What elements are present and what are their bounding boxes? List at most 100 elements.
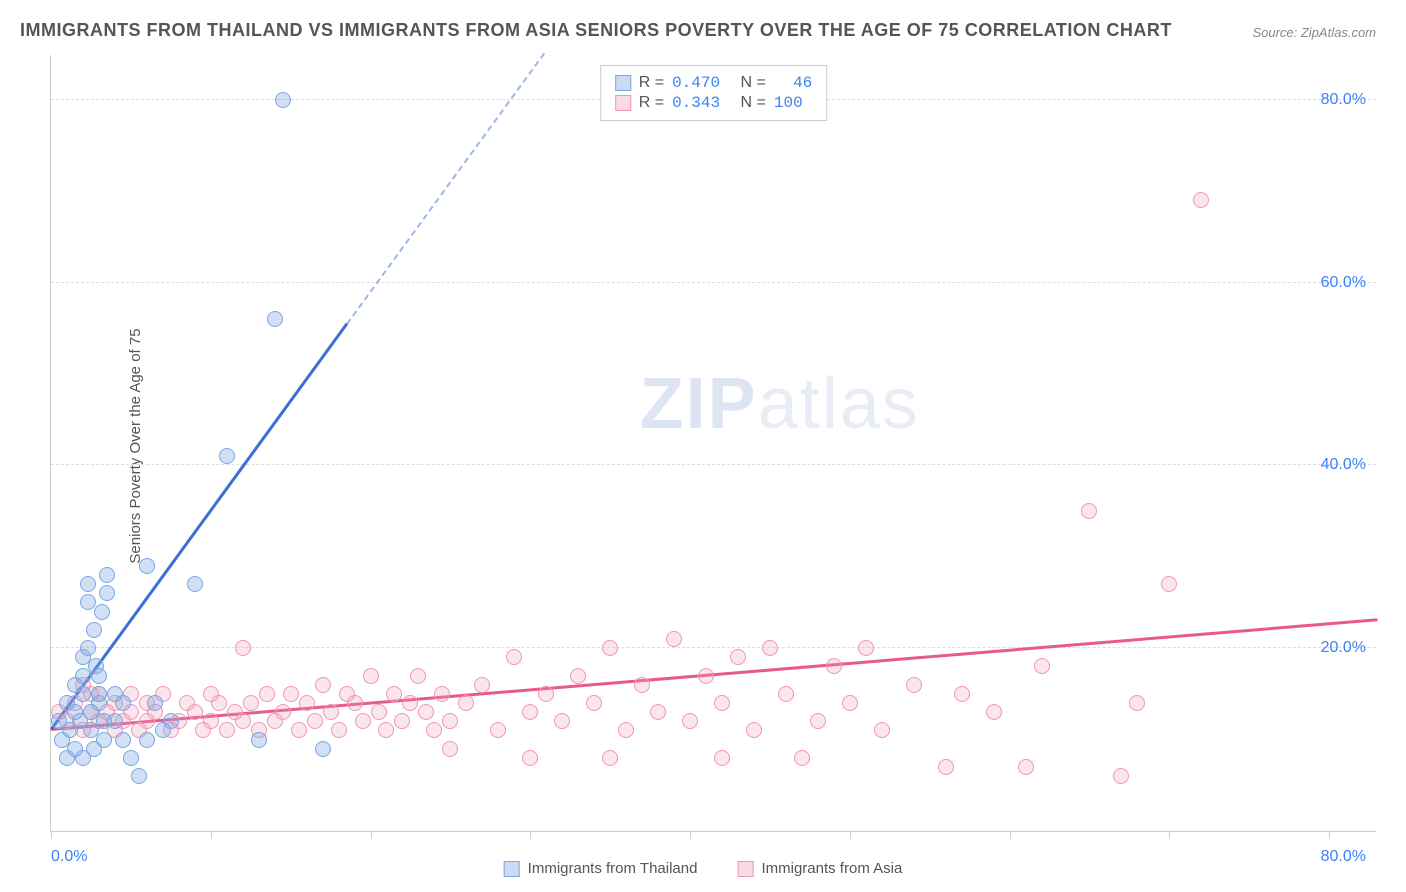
scatter-point	[187, 704, 203, 720]
scatter-point	[251, 732, 267, 748]
scatter-point	[347, 695, 363, 711]
scatter-point	[139, 558, 155, 574]
grid-line	[51, 464, 1376, 465]
scatter-point	[938, 759, 954, 775]
n-value-thailand: 46	[774, 74, 812, 92]
r-label: R =	[639, 74, 664, 92]
y-tick-label: 20.0%	[1321, 639, 1366, 657]
scatter-point	[746, 722, 762, 738]
scatter-point	[570, 668, 586, 684]
scatter-point	[906, 677, 922, 693]
scatter-point	[331, 722, 347, 738]
scatter-point	[586, 695, 602, 711]
scatter-point	[682, 713, 698, 729]
scatter-point	[80, 576, 96, 592]
scatter-point	[1034, 658, 1050, 674]
scatter-point	[442, 741, 458, 757]
n-value-asia: 100	[774, 94, 803, 112]
x-tick	[51, 831, 52, 839]
scatter-point	[762, 640, 778, 656]
swatch-blue-icon	[615, 75, 631, 91]
scatter-point	[506, 649, 522, 665]
scatter-point	[698, 668, 714, 684]
x-tick	[1169, 831, 1170, 839]
stats-row-thailand: R = 0.470 N = 46	[615, 74, 813, 92]
scatter-point	[858, 640, 874, 656]
scatter-point	[618, 722, 634, 738]
scatter-point	[275, 704, 291, 720]
scatter-point	[123, 750, 139, 766]
scatter-point	[91, 695, 107, 711]
scatter-point	[986, 704, 1002, 720]
legend-label-thailand: Immigrants from Thailand	[528, 860, 698, 877]
scatter-point	[75, 750, 91, 766]
scatter-point	[730, 649, 746, 665]
scatter-point	[602, 640, 618, 656]
scatter-point	[842, 695, 858, 711]
r-label: R =	[639, 94, 664, 112]
scatter-point	[714, 750, 730, 766]
scatter-point	[299, 695, 315, 711]
r-value-asia: 0.343	[672, 94, 720, 112]
y-tick-label: 60.0%	[1321, 274, 1366, 292]
scatter-point	[1193, 192, 1209, 208]
swatch-blue-icon	[504, 861, 520, 877]
r-value-thailand: 0.470	[672, 74, 720, 92]
scatter-point	[386, 686, 402, 702]
chart-title: IMMIGRANTS FROM THAILAND VS IMMIGRANTS F…	[20, 20, 1172, 41]
x-tick	[1010, 831, 1011, 839]
scatter-point	[203, 713, 219, 729]
scatter-point	[810, 713, 826, 729]
scatter-point	[355, 713, 371, 729]
scatter-point	[1129, 695, 1145, 711]
scatter-point	[99, 585, 115, 601]
scatter-point	[219, 722, 235, 738]
y-tick-label: 80.0%	[1321, 91, 1366, 109]
scatter-point	[434, 686, 450, 702]
trend-line	[346, 52, 545, 324]
scatter-point	[80, 594, 96, 610]
legend-item-asia: Immigrants from Asia	[737, 860, 902, 877]
legend-label-asia: Immigrants from Asia	[761, 860, 902, 877]
scatter-point	[131, 768, 147, 784]
legend-item-thailand: Immigrants from Thailand	[504, 860, 698, 877]
scatter-point	[107, 713, 123, 729]
scatter-point	[1018, 759, 1034, 775]
scatter-point	[650, 704, 666, 720]
x-tick	[1329, 831, 1330, 839]
scatter-point	[315, 741, 331, 757]
n-label: N =	[741, 94, 766, 112]
scatter-point	[522, 704, 538, 720]
scatter-point	[187, 576, 203, 592]
scatter-point	[219, 448, 235, 464]
scatter-point	[371, 704, 387, 720]
scatter-point	[442, 713, 458, 729]
scatter-point	[714, 695, 730, 711]
n-label: N =	[741, 74, 766, 92]
scatter-point	[115, 695, 131, 711]
scatter-point	[418, 704, 434, 720]
scatter-point	[307, 713, 323, 729]
scatter-point	[394, 713, 410, 729]
scatter-point	[954, 686, 970, 702]
correlation-stats-box: R = 0.470 N = 46 R = 0.343 N = 100	[600, 65, 828, 121]
scatter-point	[363, 668, 379, 684]
scatter-point	[634, 677, 650, 693]
scatter-point	[794, 750, 810, 766]
scatter-point	[323, 704, 339, 720]
scatter-point	[1161, 576, 1177, 592]
grid-line	[51, 282, 1376, 283]
scatter-point	[243, 695, 259, 711]
scatter-point	[147, 695, 163, 711]
scatter-point	[94, 604, 110, 620]
y-tick-label: 40.0%	[1321, 456, 1366, 474]
scatter-point	[139, 732, 155, 748]
scatter-point	[826, 658, 842, 674]
scatter-point	[402, 695, 418, 711]
x-tick	[530, 831, 531, 839]
watermark: ZIPatlas	[640, 363, 920, 445]
stats-row-asia: R = 0.343 N = 100	[615, 94, 813, 112]
source-attribution: Source: ZipAtlas.com	[1252, 25, 1376, 40]
scatter-point	[474, 677, 490, 693]
x-tick	[211, 831, 212, 839]
